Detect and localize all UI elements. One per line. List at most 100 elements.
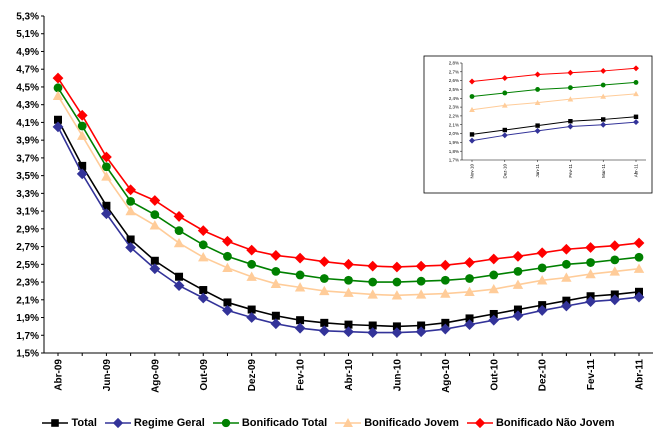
data-point bbox=[439, 259, 451, 271]
x-tick-label: Ago-10 bbox=[441, 359, 452, 393]
data-point bbox=[270, 278, 282, 288]
inset-data-point bbox=[633, 91, 639, 97]
data-point bbox=[149, 220, 161, 230]
inset-series bbox=[469, 79, 639, 99]
data-point bbox=[175, 272, 184, 281]
inset-data-point bbox=[469, 94, 475, 99]
legend-swatch bbox=[466, 418, 493, 428]
legend: Total Regime Geral Bonificado Total Bonific… bbox=[0, 414, 657, 432]
data-point bbox=[246, 244, 258, 256]
data-point bbox=[101, 171, 112, 181]
inset-series-line bbox=[471, 93, 637, 111]
data-point bbox=[198, 252, 209, 262]
inset-data-point bbox=[535, 123, 540, 128]
inset-data-point bbox=[567, 69, 574, 76]
inset-data-point bbox=[633, 119, 639, 126]
data-point bbox=[344, 275, 353, 285]
inset-x-tick-label: Fev-11 bbox=[568, 164, 573, 178]
data-point bbox=[415, 326, 427, 338]
data-point bbox=[609, 240, 621, 252]
data-point bbox=[319, 285, 330, 296]
data-point bbox=[246, 271, 257, 281]
inset-data-point bbox=[534, 99, 541, 105]
data-point bbox=[634, 252, 644, 262]
data-point bbox=[222, 235, 233, 247]
y-tick-label: 1,9% bbox=[16, 313, 39, 324]
inset-data-point bbox=[600, 121, 607, 128]
x-tick-label: Out-10 bbox=[489, 359, 500, 391]
data-point bbox=[222, 262, 233, 273]
inset-y-tick-label: 2,4% bbox=[449, 96, 459, 101]
data-point bbox=[318, 256, 330, 268]
legend-label: Bonificado Jovem bbox=[364, 417, 459, 429]
inset-data-point bbox=[600, 67, 607, 74]
data-point bbox=[319, 274, 329, 283]
data-point bbox=[76, 109, 88, 121]
inset-data-point bbox=[601, 117, 606, 122]
x-tick-label: Dez-09 bbox=[247, 359, 258, 392]
legend-marker bbox=[112, 418, 124, 428]
data-point bbox=[488, 314, 500, 326]
inset-y-tick-label: 2,1% bbox=[449, 122, 459, 127]
y-tick-label: 3,1% bbox=[16, 207, 39, 218]
data-point bbox=[149, 263, 161, 275]
inset-x-tick-label: Abr-11 bbox=[634, 164, 639, 178]
inset-series-line bbox=[471, 116, 637, 135]
data-point bbox=[367, 289, 378, 299]
inset-data-point bbox=[567, 96, 574, 102]
x-tick-label: Abr-11 bbox=[635, 359, 646, 391]
legend-swatch bbox=[104, 418, 131, 428]
data-point bbox=[78, 161, 87, 170]
x-tick-label: Abr-09 bbox=[54, 359, 65, 391]
data-point bbox=[391, 261, 403, 273]
inset-y-tick-label: 2,3% bbox=[449, 105, 459, 110]
data-point bbox=[149, 195, 161, 206]
data-point bbox=[536, 247, 548, 259]
data-point bbox=[126, 235, 135, 244]
data-point bbox=[560, 243, 572, 255]
data-point bbox=[417, 321, 426, 330]
legend-item: Bonificado Total bbox=[212, 417, 327, 429]
x-tick-label: Dez-10 bbox=[538, 359, 549, 392]
data-point bbox=[173, 280, 185, 291]
data-point bbox=[343, 287, 354, 297]
data-point bbox=[609, 266, 620, 276]
inset-data-point bbox=[633, 79, 639, 85]
inset-data-point bbox=[534, 127, 541, 134]
inset-data-point bbox=[567, 123, 574, 130]
data-point bbox=[174, 226, 184, 236]
data-point bbox=[77, 130, 88, 140]
data-point bbox=[198, 240, 208, 250]
data-point bbox=[247, 259, 257, 269]
data-point bbox=[464, 257, 475, 268]
inset-x-tick-label: Mar-11 bbox=[601, 164, 606, 178]
main-plot: 5,3% 5,1% 4,9% 4,7% 4,5% 4,3% 4,1% 3,9% 3,7% 3,5%… bbox=[16, 12, 653, 393]
x-tick-label: Ago-09 bbox=[150, 359, 161, 393]
data-point bbox=[294, 282, 306, 292]
inset-data-point bbox=[568, 119, 573, 124]
x-tick-label: Fev-11 bbox=[586, 359, 597, 391]
inset-data-point bbox=[469, 137, 475, 144]
inset-y-tick-label: 2,6% bbox=[449, 78, 459, 83]
data-point bbox=[125, 205, 136, 216]
y-tick-label: 1,5% bbox=[16, 349, 39, 360]
data-point bbox=[271, 267, 281, 276]
data-point bbox=[271, 311, 280, 320]
data-point bbox=[197, 292, 209, 304]
legend-marker bbox=[343, 418, 354, 427]
data-point bbox=[270, 318, 282, 330]
y-tick-label: 3,5% bbox=[16, 171, 39, 182]
data-point bbox=[150, 210, 160, 220]
data-point bbox=[415, 260, 427, 272]
data-point bbox=[199, 286, 208, 295]
legend-swatch bbox=[212, 418, 239, 428]
data-point bbox=[536, 305, 548, 316]
inset-data-point bbox=[501, 75, 508, 81]
data-point bbox=[561, 259, 571, 269]
data-point bbox=[633, 291, 645, 303]
inset-data-point bbox=[502, 90, 508, 96]
inset-data-point bbox=[535, 87, 541, 92]
data-point bbox=[343, 258, 354, 270]
data-point bbox=[52, 72, 64, 84]
inset-y-tick-label: 2,2% bbox=[449, 114, 459, 119]
